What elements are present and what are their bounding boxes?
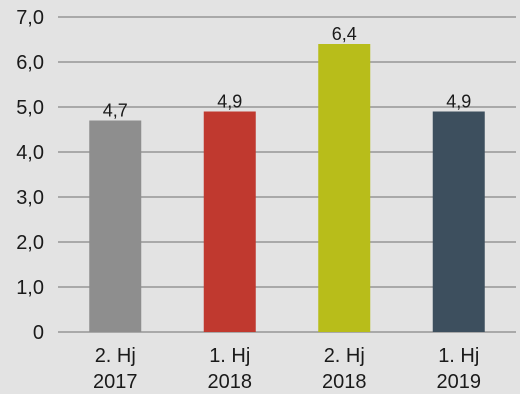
y-tick-label: 0 (33, 322, 44, 344)
y-tick-label: 2,0 (16, 232, 44, 254)
y-tick-label: 4,0 (16, 142, 44, 164)
category-label: 1. Hj 2019 (437, 345, 482, 393)
y-tick-label: 5,0 (16, 97, 44, 119)
bar (432, 111, 485, 332)
y-tick-label: 3,0 (16, 187, 44, 209)
bar-value-labels: 4,7 4,9 6,4 4,9 (103, 24, 472, 121)
bar-value-label: 6,4 (332, 24, 357, 44)
bar (318, 44, 371, 332)
bars (89, 44, 485, 332)
category-label: 2. Hj 2018 (322, 345, 367, 393)
bar-value-label: 4,9 (446, 92, 471, 112)
y-tick-label: 7,0 (16, 7, 44, 29)
bar (89, 120, 142, 332)
category-label: 1. Hj 2018 (208, 345, 253, 393)
category-label: 2. Hj 2017 (93, 345, 138, 393)
y-tick-label: 1,0 (16, 277, 44, 299)
y-axis-tick-labels: 0 1,0 2,0 3,0 4,0 5,0 6,0 7,0 (16, 7, 44, 344)
bar-value-label: 4,7 (103, 101, 128, 121)
bar (203, 111, 256, 332)
y-tick-label: 6,0 (16, 52, 44, 74)
x-axis-category-labels: 2. Hj 2017 1. Hj 2018 2. Hj 2018 1. Hj 2019 (93, 345, 481, 393)
bar-value-label: 4,9 (217, 92, 242, 112)
